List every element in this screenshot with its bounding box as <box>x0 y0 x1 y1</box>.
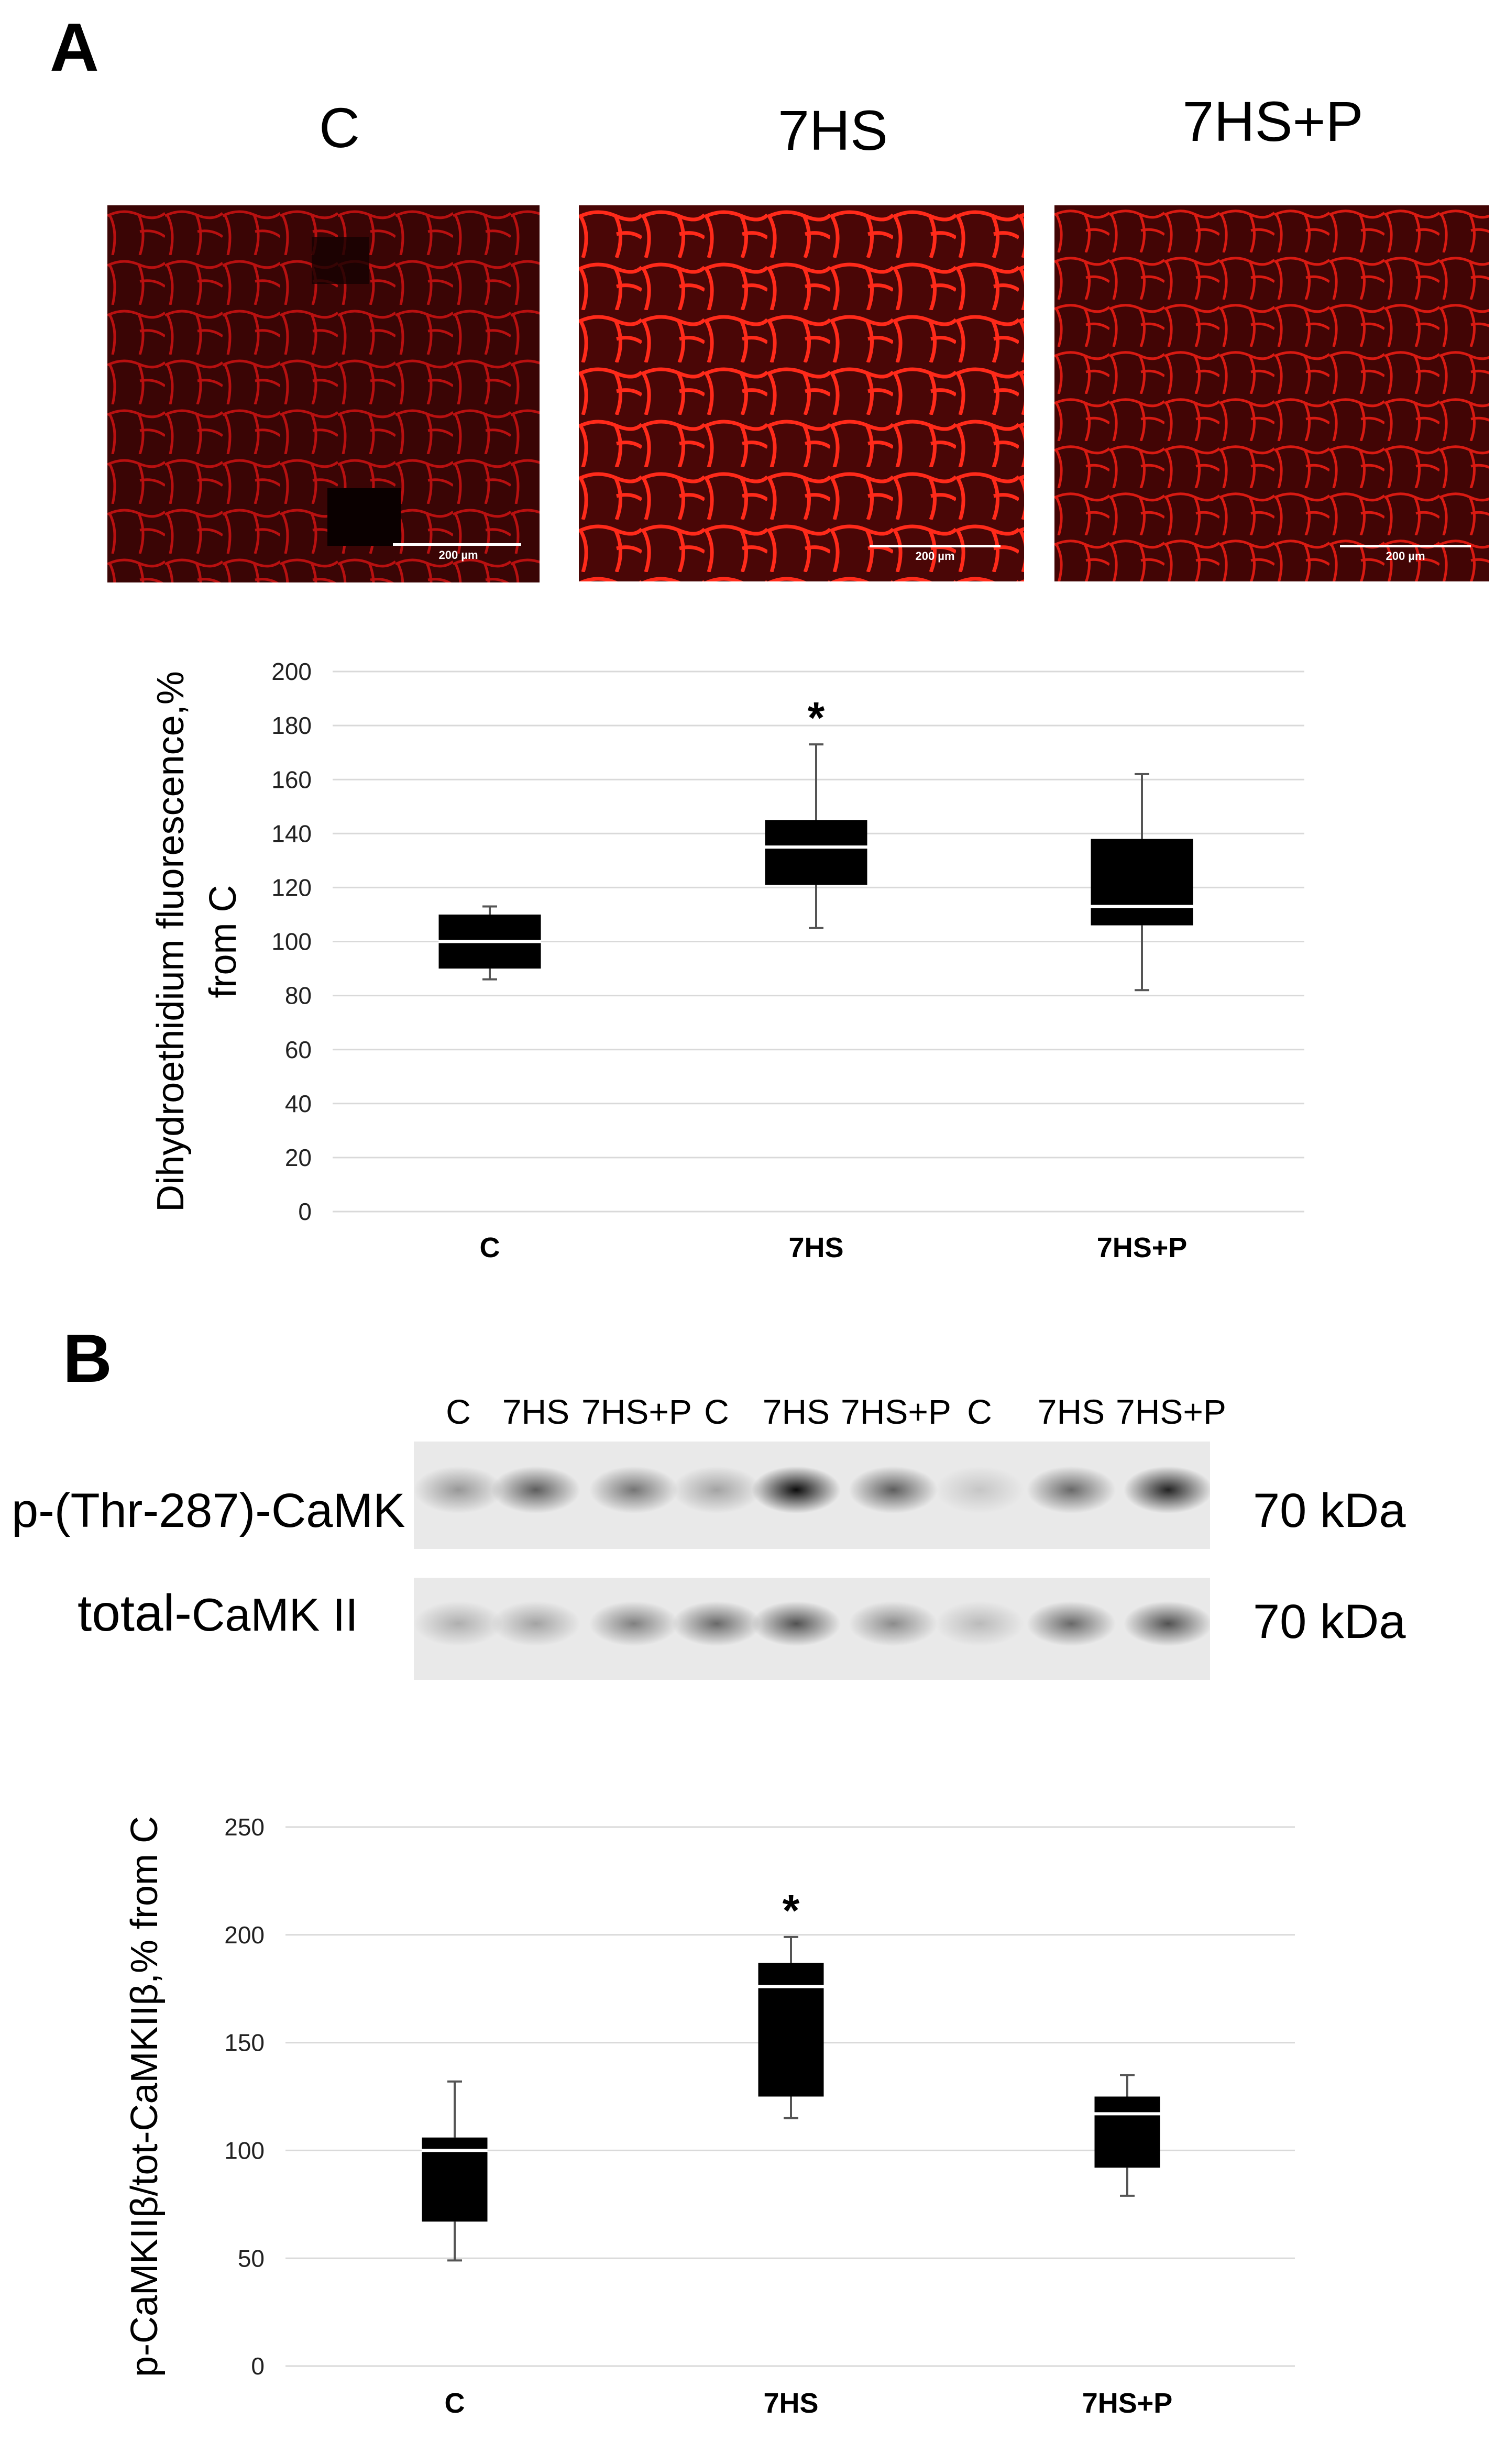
x-category-label: 7HS+P <box>1082 2388 1173 2419</box>
y-tick-label: 140 <box>271 820 312 847</box>
lane-label: 7HS <box>502 1392 570 1431</box>
y-tick-label: 160 <box>271 766 312 793</box>
blot-band <box>672 1466 761 1514</box>
blot-band <box>1027 1466 1116 1514</box>
box-7HS <box>765 820 867 885</box>
y-tick-label: 250 <box>224 1813 265 1841</box>
y-tick-label: 80 <box>285 982 312 1009</box>
micrograph-7hs: 200 µm <box>579 205 1024 581</box>
blot-band <box>752 1601 841 1646</box>
scale-bar-label-c: 200 µm <box>438 548 478 562</box>
x-category-label: C <box>445 2388 465 2419</box>
lane-label: 7HS <box>762 1392 830 1431</box>
blot-row2-label-prefix: total- <box>78 1584 192 1642</box>
lane-label: 7HS+P <box>841 1392 951 1431</box>
box-7HS+P <box>1094 2096 1160 2168</box>
blot-band <box>491 1466 580 1514</box>
x-category-label: C <box>480 1232 500 1263</box>
blot-band <box>1027 1601 1116 1646</box>
box-7HS <box>758 1963 824 2097</box>
y-tick-label: 20 <box>285 1144 312 1171</box>
chart-a-boxplot: 0 20 40 60 80 100 120 140 160 180 200 Dihydroethidi… <box>150 658 1304 1263</box>
blot-band <box>672 1601 761 1646</box>
y-tick-label: 200 <box>271 658 312 685</box>
blot-band <box>935 1466 1024 1514</box>
blot-band <box>1124 1601 1210 1646</box>
y-tick-label: 200 <box>224 1921 265 1949</box>
panel-a-letter: A <box>50 9 99 85</box>
blot-row1-label: p-(Thr-287)-CaMK II <box>12 1484 446 1537</box>
micrograph-7hsp: 200 µm <box>1054 205 1489 581</box>
panel-a-title-c: C <box>319 96 360 159</box>
blot-row1-kda: 70 kDa <box>1253 1484 1406 1537</box>
y-axis-label: p-CaMKIIβ/tot-CaMKIIβ,% from C <box>124 1816 166 2377</box>
y-tick-label: 180 <box>271 712 312 739</box>
blot-band <box>752 1466 841 1514</box>
lane-label: 7HS <box>1037 1392 1105 1431</box>
significance-star: * <box>783 1886 800 1935</box>
y-tick-label: 40 <box>285 1090 312 1117</box>
blot-row2-label-protein: CaMK II <box>191 1589 358 1641</box>
lane-label: C <box>967 1392 992 1431</box>
y-axis-label: Dihydroethidium fluorescence,% <box>150 671 192 1212</box>
blot-band <box>589 1601 678 1646</box>
y-tick-label: 50 <box>238 2245 265 2272</box>
blot-band <box>589 1466 678 1514</box>
scale-bar-label-7hsp: 200 µm <box>1386 549 1425 563</box>
blot-strip-row2 <box>414 1578 1210 1680</box>
x-category-label: 7HS <box>763 2388 818 2419</box>
blot-band <box>849 1466 938 1514</box>
panel-a-title-7hsp: 7HS+P <box>1182 90 1364 153</box>
panel-a-title-7hs: 7HS <box>777 98 888 162</box>
blot-band <box>491 1601 580 1646</box>
scale-bar-label-7hs: 200 µm <box>915 549 955 563</box>
lane-label: C <box>704 1392 729 1431</box>
blot-band <box>849 1601 938 1646</box>
significance-star: * <box>808 693 825 742</box>
y-tick-label: 120 <box>271 874 312 901</box>
y-tick-label: 60 <box>285 1036 312 1063</box>
y-axis-label: from C <box>202 885 244 998</box>
y-tick-label: 100 <box>224 2137 265 2164</box>
blot-row2-kda: 70 kDa <box>1253 1595 1406 1648</box>
micrograph-c: 200 µm <box>107 205 540 582</box>
y-tick-label: 0 <box>251 2352 265 2380</box>
y-tick-label: 0 <box>298 1198 312 1225</box>
lane-label: C <box>446 1392 471 1431</box>
blot-strip-row1 <box>414 1442 1210 1549</box>
blot-band <box>935 1601 1024 1646</box>
lane-label: 7HS+P <box>581 1392 692 1431</box>
x-category-label: 7HS+P <box>1097 1232 1188 1263</box>
blot-row2-label: total-CaMK II <box>78 1587 358 1638</box>
lane-label: 7HS+P <box>1116 1392 1226 1431</box>
panel-b-letter: B <box>63 1320 112 1396</box>
y-tick-label: 150 <box>224 2029 265 2056</box>
box-7HS+P <box>1091 839 1193 926</box>
blot-band <box>414 1601 503 1646</box>
x-category-label: 7HS <box>788 1232 843 1263</box>
blot-band <box>414 1466 503 1514</box>
y-tick-label: 100 <box>271 928 312 955</box>
blot-band <box>1124 1466 1210 1514</box>
